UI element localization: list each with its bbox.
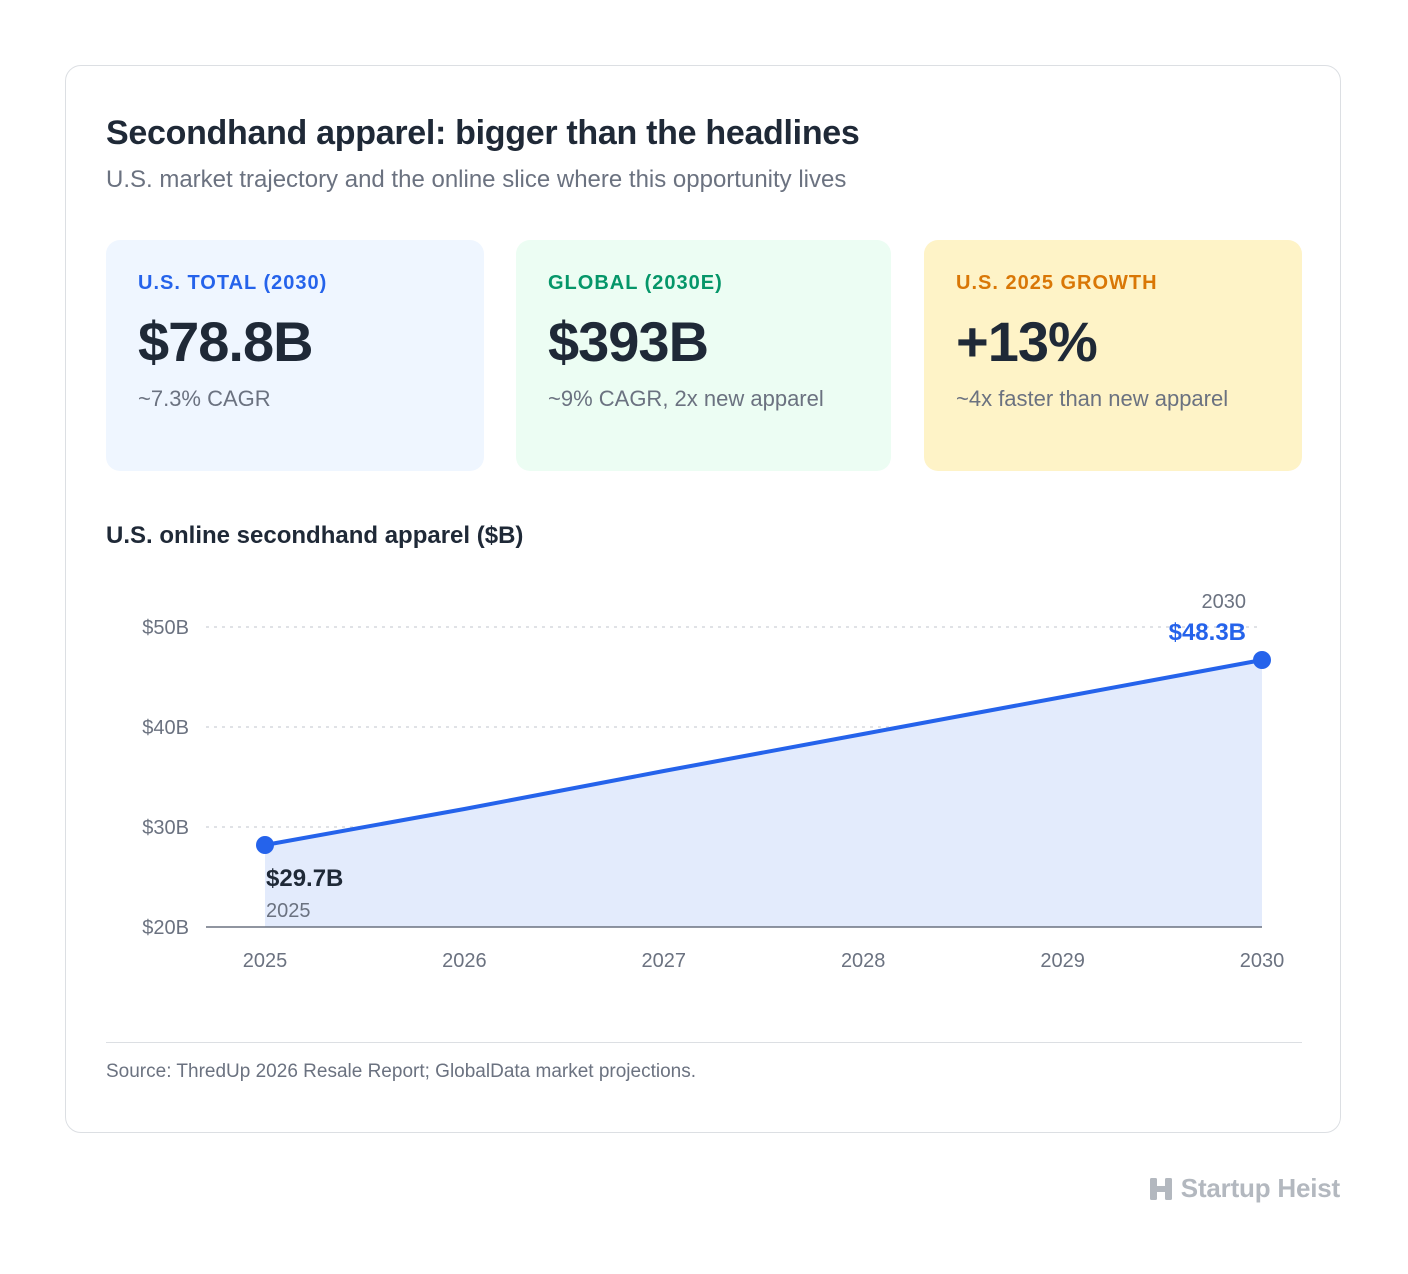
x-tick-label: 2028 [841,950,886,972]
stat-label: U.S. TOTAL (2030) [138,272,328,294]
annotation-start-year: 2025 [266,900,311,922]
annotation-end-value: $48.3B [1169,619,1246,646]
series-line [263,658,1264,847]
y-tick-label: $50B [142,617,189,639]
footer-divider [106,1042,1302,1043]
annotation-start-value: $29.7B [266,865,343,892]
data-point-end [1253,651,1271,669]
x-tick-label: 2026 [442,950,487,972]
page-title: Secondhand apparel: bigger than the head… [106,114,860,152]
x-tick-label: 2027 [642,950,687,972]
stat-label: U.S. 2025 GROWTH [956,272,1158,294]
area-chart: $20B $30B $40B $50B 2025 2026 2027 2028 2029 2030… [142,591,1285,972]
stat-label: GLOBAL (2030E) [548,272,723,294]
y-tick-label: $20B [142,917,189,939]
brand-icon [1149,1177,1172,1200]
stat-note: ~4x faster than new apparel [956,386,1229,411]
annotation-end-year: 2030 [1202,591,1247,613]
stat-card-us-growth: U.S. 2025 GROWTH +13% ~4x faster than ne… [924,240,1302,471]
page-subtitle: U.S. market trajectory and the online sl… [106,166,847,193]
stat-note: ~9% CAGR, 2x new apparel [548,386,824,411]
y-tick-label: $40B [142,717,189,739]
stat-card-global: GLOBAL (2030E) $393B ~9% CAGR, 2x new ap… [516,240,891,471]
x-tick-label: 2030 [1240,950,1285,972]
x-tick-label: 2025 [243,950,288,972]
data-point-start [256,836,274,854]
stat-card-us-total: U.S. TOTAL (2030) $78.8B ~7.3% CAGR [106,240,484,471]
stat-note: ~7.3% CAGR [138,386,271,411]
y-tick-label: $30B [142,817,189,839]
stat-value: $393B [548,310,709,373]
area-fill [265,660,1262,927]
stat-value: $78.8B [138,310,314,373]
chart-title: U.S. online secondhand apparel ($B) [106,522,524,549]
source-note: Source: ThredUp 2026 Resale Report; Glob… [106,1061,697,1082]
x-tick-label: 2029 [1040,950,1085,972]
brand-name: Startup Heist [1180,1173,1340,1203]
stat-value: +13% [956,310,1098,373]
brand-logo: Startup Heist [1149,1173,1340,1204]
